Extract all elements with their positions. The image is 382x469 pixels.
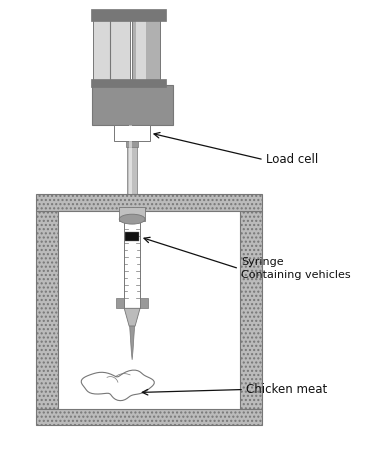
Bar	[240, 211, 262, 409]
Bar	[116, 298, 124, 308]
Bar	[136, 13, 146, 83]
Polygon shape	[124, 308, 140, 326]
Bar	[92, 85, 173, 125]
Bar	[36, 409, 262, 425]
Bar	[127, 125, 137, 194]
Bar	[36, 211, 58, 409]
Bar	[114, 125, 150, 141]
Bar	[110, 14, 130, 81]
Text: Load cell: Load cell	[266, 153, 318, 166]
Polygon shape	[81, 370, 154, 401]
Text: Syringe
Containing vehicles: Syringe Containing vehicles	[241, 257, 351, 280]
Ellipse shape	[119, 214, 145, 224]
Bar	[91, 9, 166, 21]
Bar	[119, 207, 145, 221]
Polygon shape	[129, 326, 134, 360]
Bar	[125, 232, 139, 241]
Bar	[129, 125, 132, 194]
Bar	[124, 221, 140, 308]
Bar	[126, 141, 138, 147]
Text: Chicken meat: Chicken meat	[246, 383, 327, 396]
Bar	[36, 194, 262, 211]
Bar	[140, 298, 148, 308]
Bar	[91, 79, 166, 87]
Bar	[92, 14, 110, 81]
Bar	[132, 11, 160, 85]
